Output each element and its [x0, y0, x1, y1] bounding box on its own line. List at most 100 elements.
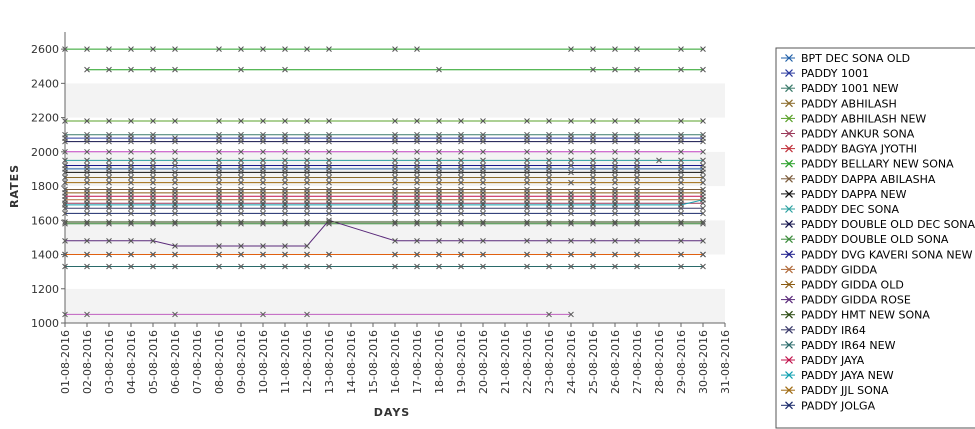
data-point: [458, 179, 464, 186]
data-point: [326, 179, 332, 186]
data-point: [392, 237, 398, 244]
data-point: [238, 131, 244, 138]
data-point: [238, 66, 244, 73]
data-point: [436, 193, 442, 200]
data-point: [304, 179, 310, 186]
data-point: [480, 131, 486, 138]
data-point: [612, 219, 618, 225]
data-point: [238, 162, 244, 169]
data-point: [260, 219, 266, 225]
x-tick-label: 23-08-2016: [543, 330, 556, 394]
data-point: [480, 174, 486, 181]
data-point: [678, 210, 684, 217]
legend-item: BPT DEC SONA OLD: [781, 52, 910, 65]
legend-marker: [785, 174, 793, 183]
legend-item: PADDY ABHILASH NEW: [781, 112, 926, 125]
data-point: [238, 193, 244, 200]
data-point: [84, 131, 90, 138]
legend-marker: [785, 371, 793, 380]
data-point: [590, 131, 596, 138]
data-point: [326, 263, 332, 270]
data-point: [260, 157, 266, 164]
data-point: [128, 131, 134, 138]
legend-label: PADDY JOLGA: [801, 399, 876, 412]
data-point: [678, 138, 684, 145]
data-point: [282, 138, 288, 145]
data-point: [612, 148, 618, 155]
data-point: [546, 263, 552, 270]
legend-marker: [785, 189, 793, 198]
data-point: [216, 131, 222, 138]
legend-item: PADDY GIDDA ROSE: [781, 294, 911, 307]
legend-label: BPT DEC SONA OLD: [801, 52, 910, 65]
data-point: [568, 311, 574, 318]
data-point: [546, 210, 552, 217]
data-point: [150, 169, 156, 176]
legend-item: PADDY DVG KAVERI SONA NEW: [781, 248, 973, 261]
data-point: [458, 157, 464, 164]
legend-label: PADDY DOUBLE OLD DEC SONA: [801, 218, 975, 231]
data-point: [524, 118, 530, 124]
data-point: [612, 118, 618, 124]
legend-marker: [785, 250, 793, 259]
legend-item: PADDY DAPPA NEW: [781, 188, 907, 201]
data-point: [436, 210, 442, 217]
data-point: [260, 210, 266, 217]
data-point: [326, 210, 332, 217]
y-tick-label: 2400: [31, 77, 59, 90]
legend-box: [775, 47, 975, 429]
data-point: [84, 202, 90, 208]
y-tick-label: 2000: [31, 146, 59, 159]
data-point: [546, 162, 552, 169]
data-point: [216, 148, 222, 155]
series-group: [62, 179, 706, 186]
legend-label: PADDY DVG KAVERI SONA NEW: [801, 248, 973, 261]
series-group: [62, 118, 706, 124]
data-point: [700, 138, 706, 145]
data-point: [260, 174, 266, 181]
data-point: [612, 66, 618, 73]
data-point: [436, 118, 442, 124]
data-point: [304, 193, 310, 200]
data-point: [436, 148, 442, 155]
data-point: [106, 179, 112, 186]
data-point: [172, 138, 178, 145]
data-point: [480, 219, 486, 225]
data-point: [150, 66, 156, 73]
data-point: [282, 169, 288, 176]
data-point: [458, 251, 464, 258]
legend-item: PADDY DOUBLE OLD SONA: [781, 233, 949, 246]
legend-label: PADDY BAGYA JYOTHI: [801, 143, 917, 156]
data-point: [172, 157, 178, 164]
data-point: [392, 46, 398, 52]
legend-item: PADDY ABHILASH: [781, 97, 897, 110]
data-point: [458, 263, 464, 270]
series-group: [62, 162, 706, 169]
data-point: [700, 263, 706, 270]
data-point: [238, 174, 244, 181]
data-point: [260, 148, 266, 155]
data-point: [678, 263, 684, 270]
data-point: [106, 251, 112, 258]
data-point: [106, 263, 112, 270]
x-tick-label: 17-08-2016: [411, 330, 424, 394]
legend-label: PADDY HMT NEW SONA: [801, 309, 930, 322]
data-point: [282, 46, 288, 52]
data-point: [436, 174, 442, 181]
data-point: [128, 193, 134, 200]
data-point: [84, 179, 90, 186]
data-point: [568, 179, 574, 186]
data-point: [524, 162, 530, 169]
data-point: [458, 219, 464, 225]
x-tick-label: 18-08-2016: [433, 330, 446, 394]
data-point: [84, 148, 90, 155]
legend-marker: [785, 235, 793, 244]
data-point: [304, 169, 310, 176]
y-tick-label: 1400: [31, 249, 59, 262]
data-point: [282, 118, 288, 124]
data-point: [568, 219, 574, 225]
data-point: [590, 162, 596, 169]
data-point: [590, 148, 596, 155]
data-point: [238, 148, 244, 155]
data-point: [700, 157, 706, 164]
